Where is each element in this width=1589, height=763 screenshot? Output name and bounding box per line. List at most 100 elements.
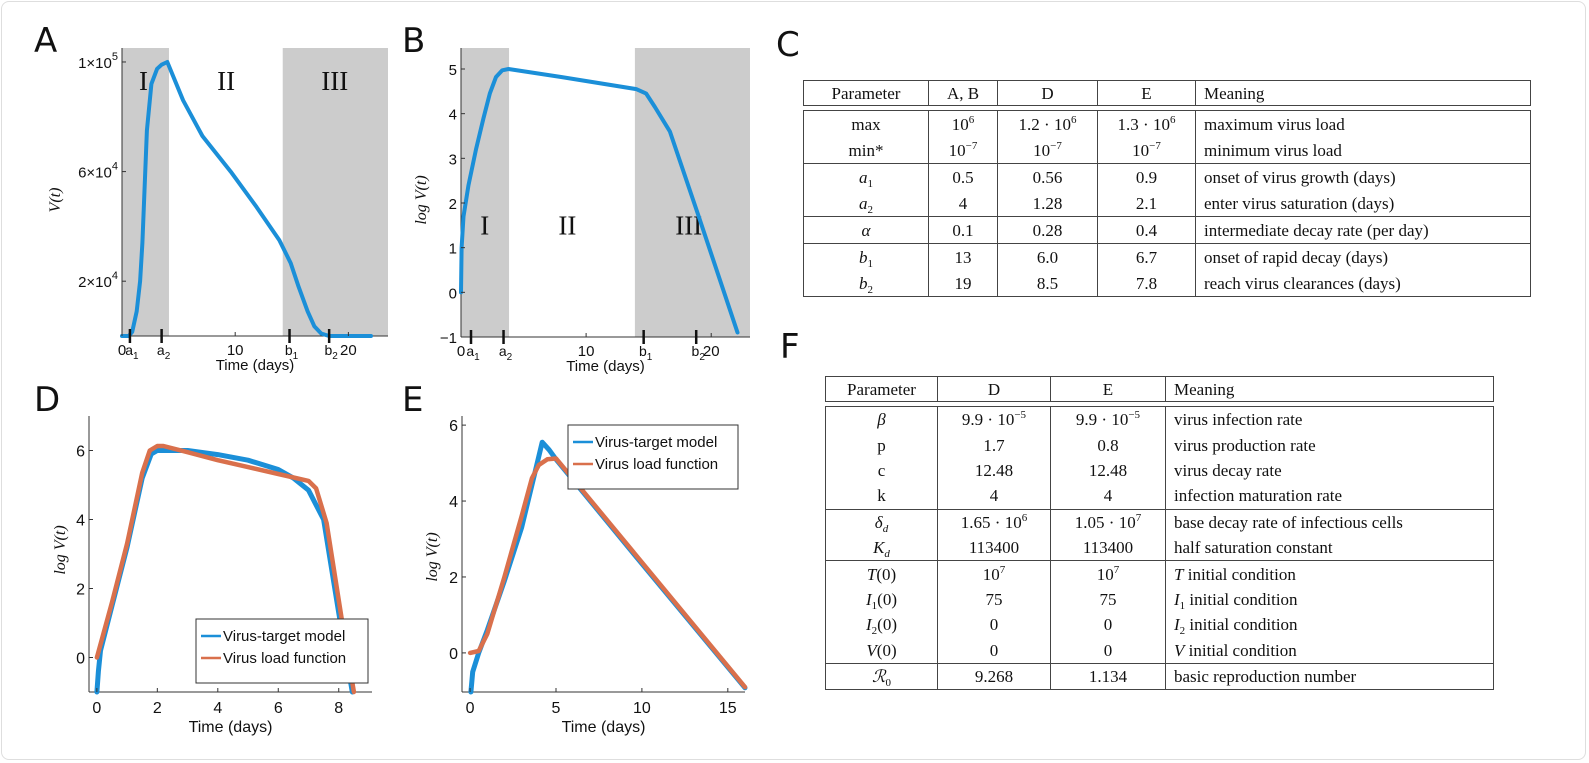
parameter-table-c: Parameter A, B D E Meaning max 106 1.2 · 106 1.3…: [803, 80, 1531, 297]
table-row: a1 0.5 0.56 0.9 onset of virus growth (days): [803, 163, 1531, 190]
value-cell: 4: [1050, 483, 1166, 510]
value-cell: 0.28: [997, 216, 1098, 244]
series-line-virus-load-function: [94, 443, 357, 695]
value-cell: 106: [928, 110, 998, 137]
column-header: D: [997, 80, 1098, 106]
value-cell: 10−7: [928, 137, 998, 164]
value-cell: 0.5: [928, 163, 998, 190]
phase-label: II: [217, 66, 235, 96]
column-header: Parameter: [803, 80, 929, 106]
panel-label-c: C: [776, 25, 800, 65]
table-row: min* 10−7 10−7 10−7 minimum virus load: [803, 137, 1531, 164]
y-tick-label: 0: [76, 651, 85, 668]
legend-entry: Virus-target model: [223, 628, 345, 645]
value-cell: 0.8: [1050, 432, 1166, 458]
x-axis-label: Time (days): [566, 358, 645, 375]
meaning-cell: virus decay rate: [1165, 457, 1494, 484]
y-tick-label: 4: [76, 513, 85, 530]
table-row: δd 1.65 · 106 1.05 · 107 base decay rate of…: [825, 508, 1494, 535]
value-cell: 75: [937, 586, 1051, 613]
y-axis-label: log V(t): [424, 532, 441, 581]
table-row: c 12.48 12.48 virus decay rate: [825, 457, 1494, 484]
value-cell: 0.4: [1097, 216, 1196, 244]
value-cell: 7.8: [1097, 270, 1196, 297]
value-cell: 0: [937, 612, 1051, 638]
value-cell: 8.5: [997, 270, 1098, 297]
table-row: k 4 4 infection maturation rate: [825, 483, 1494, 510]
meaning-cell: basic reproduction number: [1165, 662, 1494, 690]
value-cell: 0.56: [997, 163, 1098, 190]
panel-label-a: A: [34, 21, 58, 61]
column-header: A, B: [928, 80, 998, 106]
value-cell: 12.48: [1050, 457, 1166, 484]
phase-boundary-label: b2: [324, 342, 338, 362]
legend-box: [195, 618, 369, 684]
parameter-cell: b2: [803, 270, 929, 297]
table-row: Kd 113400 113400 half saturation constant: [825, 534, 1494, 561]
meaning-cell: minimum virus load: [1195, 137, 1531, 164]
value-cell: 107: [937, 560, 1051, 587]
x-tick-label: 0: [457, 343, 465, 360]
y-tick-label: 2: [449, 570, 458, 587]
y-tick-label: 2: [449, 196, 457, 213]
phase-label: I: [139, 66, 148, 96]
parameter-cell: V(0): [825, 637, 938, 664]
meaning-cell: V initial condition: [1165, 637, 1494, 664]
y-tick-label: 2: [76, 582, 85, 599]
meaning-cell: onset of rapid decay (days): [1195, 243, 1531, 270]
legend: Virus-target model Virus load function: [195, 618, 369, 684]
y-tick-label: 6: [449, 418, 458, 435]
value-cell: 75: [1050, 586, 1166, 613]
x-tick-label: 10: [578, 343, 595, 360]
x-tick-label: 5: [552, 700, 561, 717]
meaning-cell: half saturation constant: [1165, 534, 1494, 561]
parameter-cell: δd: [825, 508, 938, 535]
meaning-cell: base decay rate of infectious cells: [1165, 508, 1494, 535]
legend-entry: Virus load function: [595, 456, 718, 473]
value-cell: 1.05 · 107: [1050, 508, 1166, 535]
table-row: ℛ0 9.268 1.134 basic reproduction number: [825, 662, 1494, 690]
series-line-virus-load: [459, 67, 740, 335]
meaning-cell: reach virus clearances (days): [1195, 270, 1531, 297]
legend-box: [567, 424, 739, 490]
value-cell: 0.9: [1097, 163, 1196, 190]
y-tick-label: 3: [449, 151, 457, 168]
panel-label-d: D: [34, 380, 61, 420]
value-cell: 10−7: [1097, 137, 1196, 164]
parameter-cell: T(0): [825, 560, 938, 587]
panel-label-b: B: [402, 21, 426, 61]
x-tick-label: 2: [153, 700, 162, 717]
table-row: a2 4 1.28 2.1 enter virus saturation (days): [803, 190, 1531, 217]
phase-boundary-label: a1: [125, 342, 139, 362]
table-row: I1(0) 75 75 I1 initial condition: [825, 586, 1494, 613]
y-tick-label: 2×104: [78, 270, 118, 291]
table-row: α 0.1 0.28 0.4 intermediate decay rate (per …: [803, 216, 1531, 244]
parameter-cell: α: [803, 216, 929, 244]
x-tick-label: 20: [703, 343, 720, 360]
value-cell: 9.268: [937, 662, 1051, 690]
meaning-cell: onset of virus growth (days): [1195, 163, 1531, 190]
x-tick-label: 10: [227, 342, 244, 359]
meaning-cell: T initial condition: [1165, 560, 1494, 587]
x-tick-label: 10: [633, 700, 651, 717]
parameter-cell: ℛ0: [825, 662, 938, 690]
parameter-cell: b1: [803, 243, 929, 270]
y-axis-label: log V(t): [52, 525, 69, 574]
table-row: b1 13 6.0 6.7 onset of rapid decay (days): [803, 243, 1531, 270]
y-tick-label: 0: [449, 646, 458, 663]
x-tick-label: 0: [92, 700, 101, 717]
meaning-cell: I2 initial condition: [1165, 612, 1494, 638]
x-axis-label: Time (days): [189, 719, 273, 736]
parameter-cell: I1(0): [825, 586, 938, 613]
meaning-cell: virus production rate: [1165, 432, 1494, 458]
column-header: E: [1097, 80, 1196, 106]
y-tick-label: 4: [449, 107, 457, 124]
parameter-cell: β: [825, 406, 938, 433]
meaning-cell: virus infection rate: [1165, 406, 1494, 433]
value-cell: 0: [937, 637, 1051, 664]
value-cell: 113400: [937, 534, 1051, 561]
y-tick-label: 4: [449, 494, 458, 511]
